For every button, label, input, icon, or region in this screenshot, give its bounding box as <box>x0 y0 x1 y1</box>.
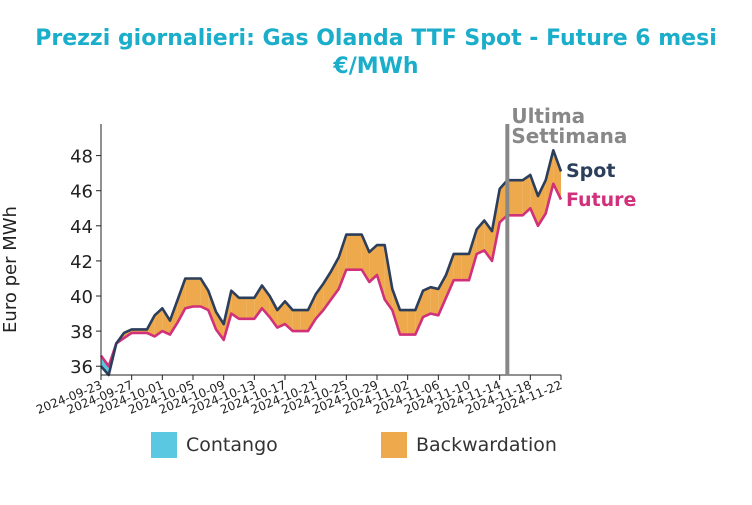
spread-area <box>292 310 301 332</box>
spread-area <box>239 297 247 319</box>
y-axis-label: Euro per MWh <box>0 206 21 333</box>
spread-area <box>216 311 224 340</box>
spread-area <box>469 229 477 281</box>
y-tick-label: 44 <box>70 217 93 238</box>
chart-title: Prezzi giornalieri: Gas Olanda TTF Spot … <box>35 26 717 51</box>
spread-area <box>200 278 209 311</box>
spread-area <box>407 310 416 335</box>
spread-area <box>277 301 285 328</box>
spread-area <box>369 245 377 282</box>
spread-area <box>515 180 523 216</box>
spread-area <box>530 174 538 226</box>
spread-area <box>453 253 462 281</box>
spread-area <box>338 234 347 289</box>
spread-area <box>308 294 316 332</box>
chart-subtitle: €/MWh <box>333 54 419 79</box>
spread-area <box>400 310 408 335</box>
spread-area <box>361 234 370 282</box>
y-tick-label: 42 <box>70 252 93 273</box>
spread-area <box>185 278 193 309</box>
spread-area <box>430 287 439 316</box>
y-tick-label: 48 <box>70 147 93 168</box>
spread-area <box>354 234 362 270</box>
spread-area <box>415 290 423 335</box>
legend-label-backwardation: Backwardation <box>416 434 557 456</box>
spread-area <box>438 274 446 316</box>
series-label-future: Future <box>566 189 636 211</box>
spread-area <box>193 278 201 307</box>
spread-area <box>522 174 531 216</box>
spread-area <box>331 257 339 300</box>
spread-area <box>246 297 255 319</box>
legend-item-contango: Contango <box>151 432 278 458</box>
spread-area <box>492 188 500 261</box>
spread-area <box>423 287 431 318</box>
spread-area <box>208 290 216 330</box>
legend-item-backwardation: Backwardation <box>381 432 557 458</box>
spread-area <box>545 150 554 214</box>
last-week-label: Settimana <box>511 124 627 148</box>
backwardation-swatch <box>381 432 407 458</box>
spread-area <box>446 253 454 298</box>
spread-area <box>377 245 385 300</box>
legend-label-contango: Contango <box>186 434 278 456</box>
series-label-spot: Spot <box>566 160 615 182</box>
spot-line <box>100 149 563 377</box>
spread-area <box>392 288 400 335</box>
last-week-label: Ultima <box>511 104 585 128</box>
future-line <box>99 182 563 368</box>
contango-swatch <box>151 432 177 458</box>
y-tick-label: 38 <box>70 322 93 343</box>
spread-area <box>346 234 354 270</box>
spread-area <box>461 253 469 281</box>
spread-area <box>101 355 109 375</box>
y-tick-label: 36 <box>70 357 93 378</box>
spread-area <box>300 310 308 332</box>
y-tick-label: 46 <box>70 182 93 203</box>
spread-area <box>162 308 170 335</box>
y-tick-label: 40 <box>70 287 93 308</box>
